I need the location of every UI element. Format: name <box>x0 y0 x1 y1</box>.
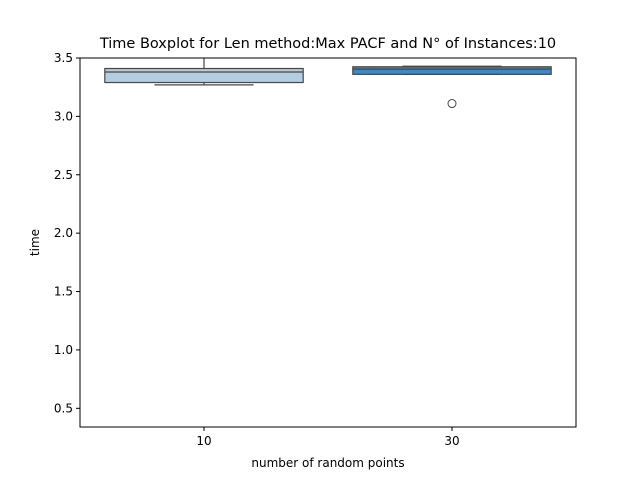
x-axis: 10 30 <box>196 427 460 448</box>
box-iqr <box>104 67 304 84</box>
x-axis-label: number of random points <box>251 456 404 470</box>
y-axis-label: time <box>28 229 42 256</box>
y-tick-label: 2.5 <box>54 168 73 182</box>
box-group <box>104 58 552 109</box>
x-tick-label: 10 <box>196 434 211 448</box>
y-tick-label: 1.5 <box>54 285 73 299</box>
outlier-point <box>447 99 457 109</box>
y-tick-label: 2.0 <box>54 226 73 240</box>
box-iqr <box>352 66 552 75</box>
y-axis: 0.5 1.0 1.5 2.0 2.5 3.0 3.5 <box>54 51 80 415</box>
y-tick-label: 0.5 <box>54 401 73 415</box>
y-tick-label: 3.5 <box>54 51 73 65</box>
y-tick-label: 3.0 <box>54 109 73 123</box>
y-tick-label: 1.0 <box>54 343 73 357</box>
chart-title: Time Boxplot for Len method:Max PACF and… <box>99 36 556 52</box>
plot-frame <box>79 57 577 428</box>
x-tick-label: 30 <box>444 434 459 448</box>
